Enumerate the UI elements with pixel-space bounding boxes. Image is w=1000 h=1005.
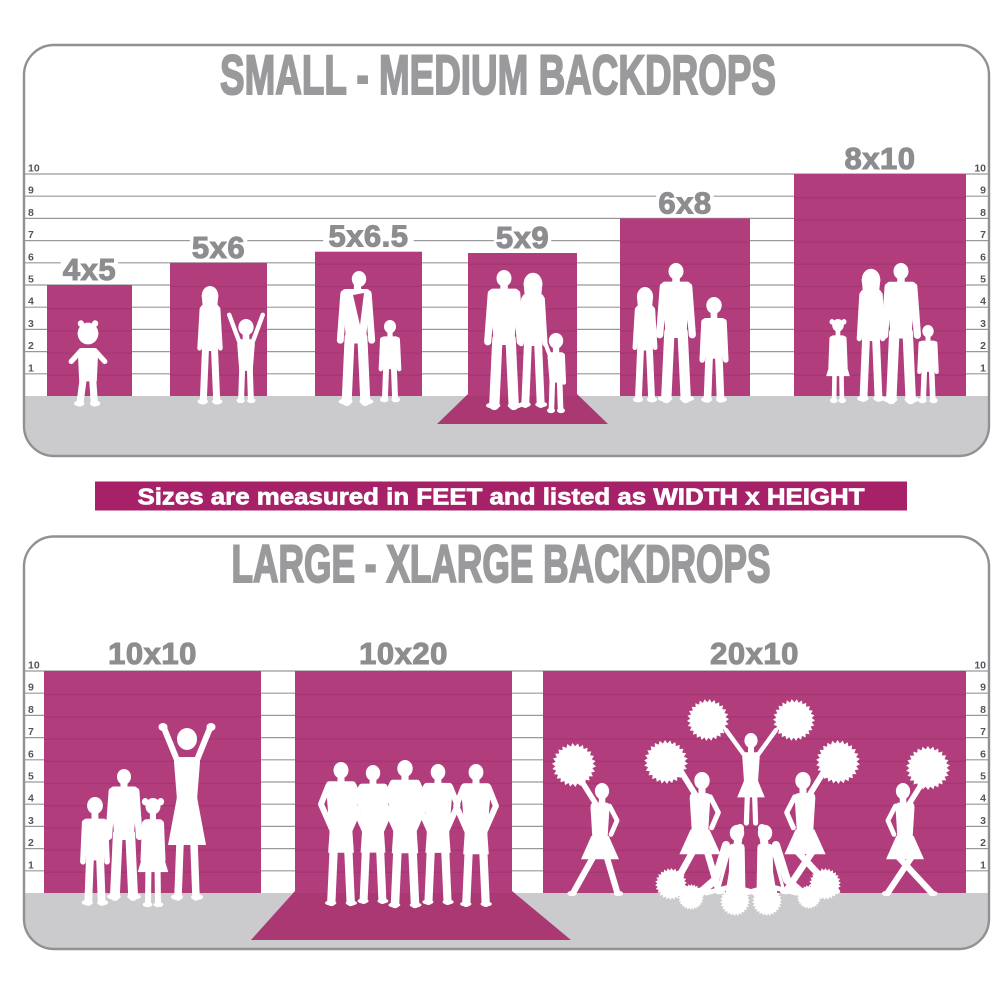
svg-text:6: 6: [980, 251, 986, 263]
svg-text:6: 6: [28, 748, 34, 760]
svg-text:5: 5: [28, 771, 34, 783]
svg-text:4: 4: [980, 793, 986, 805]
svg-text:6: 6: [28, 251, 34, 263]
svg-text:1: 1: [980, 859, 986, 871]
svg-text:20x10: 20x10: [710, 636, 799, 671]
svg-text:2: 2: [28, 340, 34, 352]
svg-text:5: 5: [980, 771, 986, 783]
svg-text:4: 4: [28, 296, 34, 308]
svg-text:7: 7: [980, 229, 986, 241]
svg-text:8: 8: [980, 207, 986, 219]
svg-text:10: 10: [974, 163, 986, 175]
svg-text:3: 3: [980, 318, 986, 330]
svg-text:9: 9: [28, 682, 34, 694]
svg-text:10x10: 10x10: [108, 636, 197, 671]
svg-text:2: 2: [980, 837, 986, 849]
svg-text:8: 8: [28, 704, 34, 716]
svg-text:7: 7: [28, 229, 34, 241]
svg-text:3: 3: [980, 815, 986, 827]
svg-text:5x6: 5x6: [192, 230, 245, 265]
svg-text:5: 5: [28, 274, 34, 286]
svg-text:LARGE - XLARGE BACKDROPS: LARGE - XLARGE BACKDROPS: [232, 535, 771, 594]
svg-text:3: 3: [28, 815, 34, 827]
svg-text:9: 9: [980, 185, 986, 197]
svg-text:1: 1: [28, 859, 34, 871]
svg-text:1: 1: [980, 362, 986, 374]
svg-text:5: 5: [980, 274, 986, 286]
svg-text:10: 10: [974, 660, 986, 672]
svg-text:7: 7: [28, 726, 34, 738]
svg-text:10x20: 10x20: [359, 636, 448, 671]
svg-text:10: 10: [28, 660, 40, 672]
svg-text:Sizes are measured in FEET and: Sizes are measured in FEET and listed as…: [138, 484, 865, 510]
svg-text:8x10: 8x10: [845, 141, 916, 176]
svg-text:2: 2: [28, 837, 34, 849]
svg-text:8: 8: [980, 704, 986, 716]
svg-text:SMALL - MEDIUM BACKDROPS: SMALL - MEDIUM BACKDROPS: [220, 43, 776, 106]
svg-text:2: 2: [980, 340, 986, 352]
svg-text:1: 1: [28, 362, 34, 374]
svg-text:5x6.5: 5x6.5: [328, 219, 408, 254]
svg-text:8: 8: [28, 207, 34, 219]
svg-text:6x8: 6x8: [658, 185, 711, 220]
svg-text:4: 4: [28, 793, 34, 805]
svg-text:3: 3: [28, 318, 34, 330]
svg-text:5x9: 5x9: [496, 220, 549, 255]
svg-text:6: 6: [980, 748, 986, 760]
svg-text:7: 7: [980, 726, 986, 738]
svg-text:9: 9: [980, 682, 986, 694]
svg-text:9: 9: [28, 185, 34, 197]
svg-text:4: 4: [980, 296, 986, 308]
svg-text:4x5: 4x5: [63, 252, 116, 287]
svg-text:10: 10: [28, 163, 40, 175]
